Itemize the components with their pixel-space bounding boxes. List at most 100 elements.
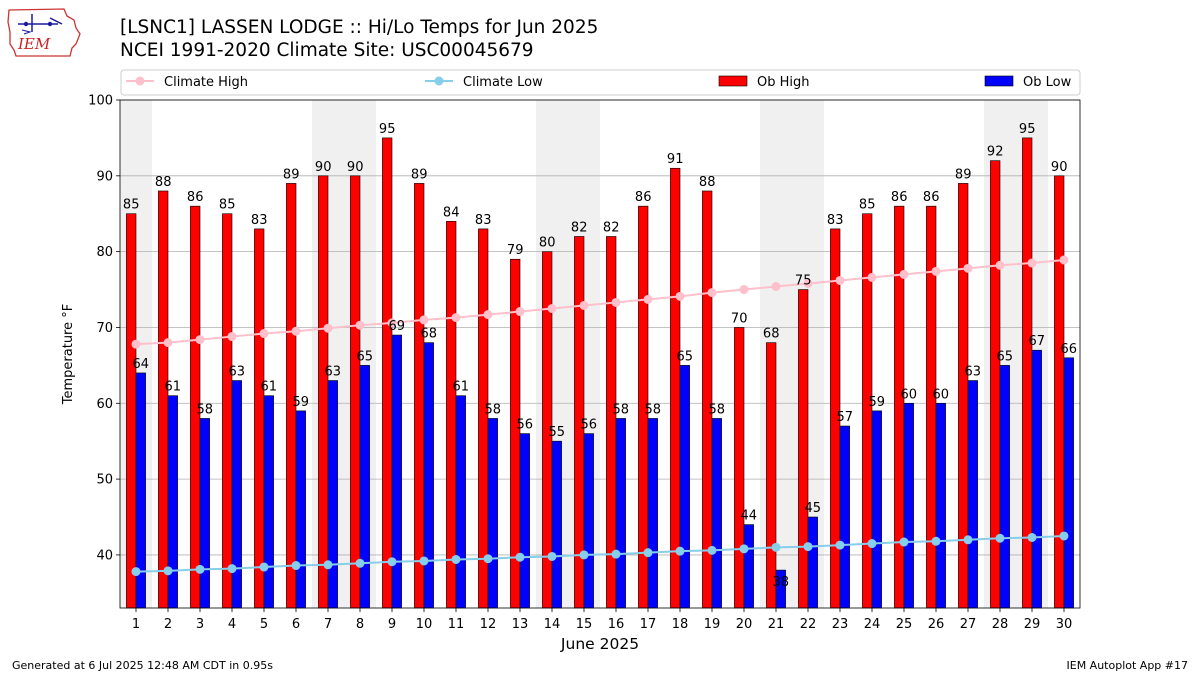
ob-high-label: 75: [795, 274, 812, 289]
ob-high-label: 89: [411, 167, 428, 182]
ob-high-bar: [414, 183, 425, 609]
ob-low-label: 68: [421, 327, 438, 342]
ob-low-bar: [391, 334, 402, 609]
ob-high-label: 83: [827, 213, 844, 228]
climate-low-point: [963, 535, 973, 545]
ob-high-label: 92: [987, 145, 1004, 160]
ob-high-label: 82: [571, 220, 588, 235]
climate-high-point: [707, 288, 717, 298]
x-tick-label: 3: [196, 617, 204, 632]
x-tick-label: 20: [736, 617, 753, 632]
ob-low-label: 45: [805, 501, 822, 516]
ob-high-bar: [350, 175, 361, 609]
ob-high-label: 90: [315, 160, 332, 175]
climate-low-line: [135, 534, 1065, 573]
ob-high-label: 91: [667, 152, 684, 167]
ob-low-bar: [423, 342, 434, 609]
ob-high-label: 86: [891, 190, 908, 205]
ob-low-bar: [1031, 349, 1042, 609]
ob-high-bar: [1054, 175, 1065, 609]
x-tick-label: 11: [448, 617, 465, 632]
ob-low-bar: [903, 402, 914, 609]
ob-high-label: 70: [731, 311, 748, 326]
x-tick-label: 17: [640, 617, 657, 632]
ob-high-bar: [382, 137, 393, 609]
ob-high-label: 86: [923, 190, 940, 205]
climate-low-point: [483, 554, 493, 564]
y-tick-label: 100: [88, 94, 113, 109]
x-axis-label: June 2025: [560, 635, 639, 653]
climate-low-point: [259, 562, 269, 572]
ob-high-bar: [254, 228, 265, 609]
ob-high-label: 85: [123, 198, 140, 213]
climate-low-point: [899, 537, 909, 547]
ob-low-label: 58: [613, 402, 630, 417]
ob-low-label: 44: [741, 509, 758, 524]
legend-ob-low-swatch: [984, 75, 1014, 87]
ob-high-bar: [158, 190, 169, 609]
x-tick-label: 22: [800, 617, 817, 632]
x-tick-label: 30: [1056, 617, 1073, 632]
ob-high-label: 68: [763, 327, 780, 342]
climate-low-point: [643, 548, 653, 558]
ob-high-bar: [126, 213, 137, 609]
ob-high-bar: [734, 327, 745, 609]
climate-high-point: [195, 335, 205, 345]
ob-low-bar: [263, 395, 274, 609]
ob-low-bar: [231, 380, 242, 609]
x-tick-label: 14: [544, 617, 561, 632]
ob-low-bar: [871, 410, 882, 609]
y-tick-label: 50: [96, 473, 113, 488]
x-tick-label: 4: [228, 617, 236, 632]
x-tick-label: 16: [608, 617, 625, 632]
legend-climate-high-label: Climate High: [164, 75, 248, 90]
ob-high-bar: [318, 175, 329, 609]
ob-low-bar: [935, 402, 946, 609]
ob-high-label: 90: [347, 160, 364, 175]
ob-low-bar: [199, 418, 210, 609]
ob-high-bar: [862, 213, 873, 609]
climate-high-point: [355, 320, 365, 330]
ob-low-bar: [327, 380, 338, 609]
ob-high-bar: [670, 167, 681, 609]
ob-low-bar: [679, 365, 690, 609]
ob-low-label: 65: [997, 349, 1014, 364]
climate-low-point: [771, 542, 781, 552]
ob-high-bar: [766, 342, 777, 609]
plot-frame: [119, 99, 1081, 609]
x-tick-label: 9: [388, 617, 396, 632]
climate-high-point: [611, 297, 621, 307]
climate-high-point: [451, 313, 461, 323]
ob-low-bar: [583, 433, 594, 609]
climate-high-point: [643, 294, 653, 304]
climate-low-point: [835, 540, 845, 550]
ob-high-bar: [222, 213, 233, 609]
climate-low-point: [579, 550, 589, 560]
x-tick-label: 24: [864, 617, 881, 632]
climate-low-point: [451, 554, 461, 564]
x-tick-label: 19: [704, 617, 721, 632]
climate-low-point: [227, 564, 237, 574]
climate-high-point: [163, 338, 173, 348]
ob-high-bar: [702, 190, 713, 609]
climate-high-point: [899, 269, 909, 279]
climate-high-point: [1027, 258, 1037, 268]
x-tick-label: 27: [960, 617, 977, 632]
y-tick-label: 80: [96, 245, 113, 260]
y-tick-label: 90: [96, 169, 113, 184]
ob-low-bar: [1063, 357, 1074, 609]
ob-high-label: 86: [635, 190, 652, 205]
x-tick-label: 1: [132, 617, 140, 632]
ob-high-label: 89: [283, 167, 300, 182]
climate-low-point: [867, 539, 877, 549]
climate-high-point: [675, 291, 685, 301]
climate-low-point: [707, 545, 717, 555]
ob-high-label: 95: [1019, 122, 1036, 137]
ob-high-label: 83: [475, 213, 492, 228]
climate-high-point: [387, 318, 397, 328]
climate-low-point: [547, 551, 557, 561]
x-tick-label: 6: [292, 617, 300, 632]
ob-high-label: 79: [507, 243, 524, 258]
app-label: IEM Autoplot App #17: [1066, 659, 1189, 672]
climate-low-point: [931, 536, 941, 546]
